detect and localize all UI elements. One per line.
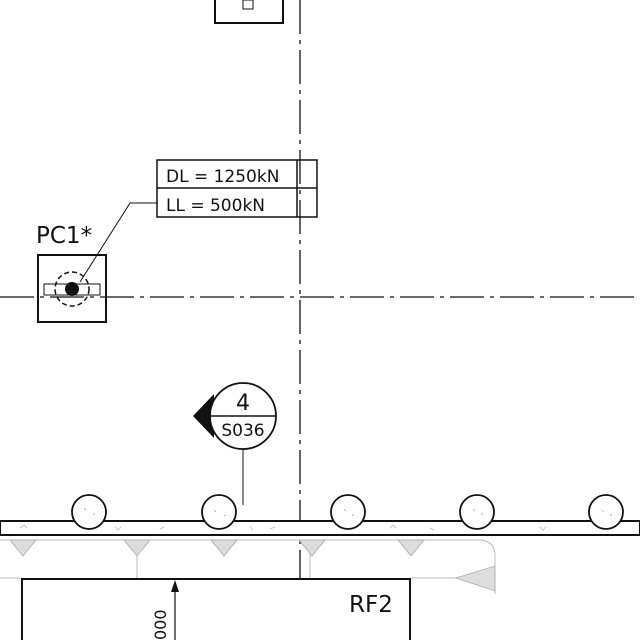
dead-load-text: DL = 1250kN: [166, 167, 279, 187]
pile-center-dot: [65, 282, 79, 296]
section-number: 4: [236, 391, 250, 416]
load-table: DL = 1250kN LL = 500kN: [156, 159, 318, 218]
dimension-text: 000: [151, 609, 170, 640]
edge-piles: [71, 494, 624, 530]
pile-cap-label: PC1*: [36, 223, 92, 249]
section-sheet: S036: [221, 421, 264, 441]
edge-pile: [201, 494, 237, 530]
live-load-text: LL = 500kN: [166, 196, 265, 216]
underside-detail: [0, 539, 496, 594]
pile-cap: PC1*: [36, 223, 107, 323]
edge-pile: [330, 494, 366, 530]
footing-label: RF2: [349, 592, 393, 618]
edge-pile: [459, 494, 495, 530]
edge-pile: [71, 494, 107, 530]
edge-pile: [588, 494, 624, 530]
section-marker: 4 S036: [193, 382, 277, 505]
top-column-box: [214, 0, 284, 24]
footing-rf2: RF2 000: [21, 578, 411, 640]
